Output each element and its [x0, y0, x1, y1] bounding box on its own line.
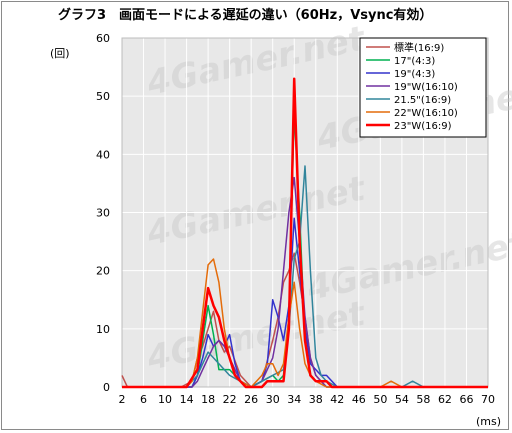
- x-tick-label: 30: [266, 393, 280, 406]
- x-tick-label: 14: [180, 393, 194, 406]
- x-tick-label: 34: [287, 393, 301, 406]
- legend-label: 17"(4:3): [394, 56, 435, 67]
- x-tick-label: 26: [244, 393, 258, 406]
- x-tick-label: 10: [158, 393, 172, 406]
- x-tick-label: 70: [481, 393, 495, 406]
- y-tick-labels: 0 10 20 30 40 50 60: [96, 32, 110, 394]
- y-tick-label: 0: [103, 381, 110, 394]
- series-line-6: [122, 258, 488, 388]
- x-tick-label: 50: [373, 393, 387, 406]
- legend-label: 19"W(16:10): [394, 82, 458, 93]
- legend: 標準(16:9) 17"(4:3) 19"(4:3) 19"W(16:10) 21.5"…: [359, 37, 487, 138]
- x-tick-label: 38: [309, 393, 323, 406]
- series-lines: [121, 77, 488, 389]
- plot-border: [121, 37, 489, 388]
- legend-label: 23"W(16:9): [394, 121, 452, 132]
- x-tick-label: 18: [201, 393, 215, 406]
- legend-label: 標準(16:9): [394, 41, 444, 54]
- series-line-7: [122, 77, 488, 389]
- legend-label: 21.5"(16:9): [394, 95, 451, 106]
- y-tick-label: 60: [96, 32, 110, 45]
- x-tick-label: 6: [140, 393, 147, 406]
- y-tick-label: 20: [96, 265, 110, 278]
- y-tick-label: 30: [96, 207, 110, 220]
- legend-box: [359, 37, 487, 138]
- x-tick-label: 22: [223, 393, 237, 406]
- y-axis-label: (回): [50, 47, 70, 60]
- chart-title: グラフ3 画面モードによる遅延の違い（60Hz，Vsync有効）: [58, 7, 432, 23]
- x-axis-label: (ms): [476, 415, 501, 428]
- y-tick-label: 40: [96, 148, 110, 161]
- x-tick-labels: 2 6 10 14 18 22 26 30 34 38 42 46 50 54 58 62 66 70: [119, 393, 496, 406]
- x-tick-label: 54: [395, 393, 409, 406]
- x-tick-label: 46: [352, 393, 366, 406]
- x-tick-label: 62: [438, 393, 452, 406]
- x-tick-label: 2: [119, 393, 126, 406]
- y-tick-label: 50: [96, 90, 110, 103]
- y-tick-label: 10: [96, 323, 110, 336]
- x-tick-label: 58: [416, 393, 430, 406]
- legend-label: 22"W(16:10): [394, 108, 458, 119]
- legend-label: 19"(4:3): [394, 69, 435, 80]
- x-tick-label: 66: [459, 393, 473, 406]
- x-tick-label: 42: [330, 393, 344, 406]
